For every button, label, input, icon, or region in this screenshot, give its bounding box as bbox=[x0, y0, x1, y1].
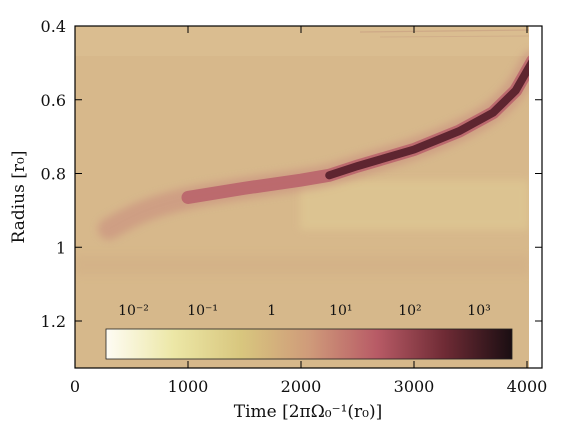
ring-track-core bbox=[325, 59, 529, 180]
y-axis: 0.4 0.6 0.8 1 1.2 bbox=[41, 17, 542, 331]
background-band-lower bbox=[75, 255, 529, 275]
colorbar-tick-label: 10⁻² bbox=[118, 303, 149, 319]
x-tick-label: 4000 bbox=[507, 377, 548, 396]
y-tick-label: 1.2 bbox=[41, 312, 66, 331]
y-tick-label: 0.4 bbox=[41, 17, 66, 36]
y-tick-label: 1 bbox=[56, 238, 66, 257]
colorbar-tick-label: 1 bbox=[267, 303, 276, 319]
heatmap-field bbox=[75, 26, 529, 368]
x-axis-label: Time [2πΩ₀⁻¹(r₀)] bbox=[234, 402, 383, 422]
colorbar-tick-label: 10⁻¹ bbox=[187, 303, 218, 319]
y-axis-label: Radius [r₀] bbox=[9, 151, 29, 244]
x-tick-label: 0 bbox=[70, 377, 80, 396]
y-tick-label: 0.8 bbox=[41, 165, 66, 184]
faint-streak bbox=[359, 29, 529, 33]
colorbar-tick-label: 10³ bbox=[467, 303, 490, 319]
colorbar-ticks: 10⁻² 10⁻¹ 1 10¹ 10² 10³ bbox=[118, 303, 491, 319]
colorbar-tick-label: 10² bbox=[398, 303, 421, 319]
colorbar-tick-label: 10¹ bbox=[329, 303, 352, 319]
faint-streak bbox=[379, 35, 529, 38]
x-tick-label: 1000 bbox=[168, 377, 209, 396]
y-tick-label: 0.6 bbox=[41, 91, 66, 110]
background-band-inner bbox=[300, 180, 529, 230]
colorbar bbox=[105, 328, 513, 360]
x-tick-label: 2000 bbox=[281, 377, 322, 396]
x-axis: 0 1000 2000 3000 4000 bbox=[70, 26, 547, 396]
axes-frame bbox=[74, 25, 543, 369]
x-tick-label: 3000 bbox=[394, 377, 435, 396]
